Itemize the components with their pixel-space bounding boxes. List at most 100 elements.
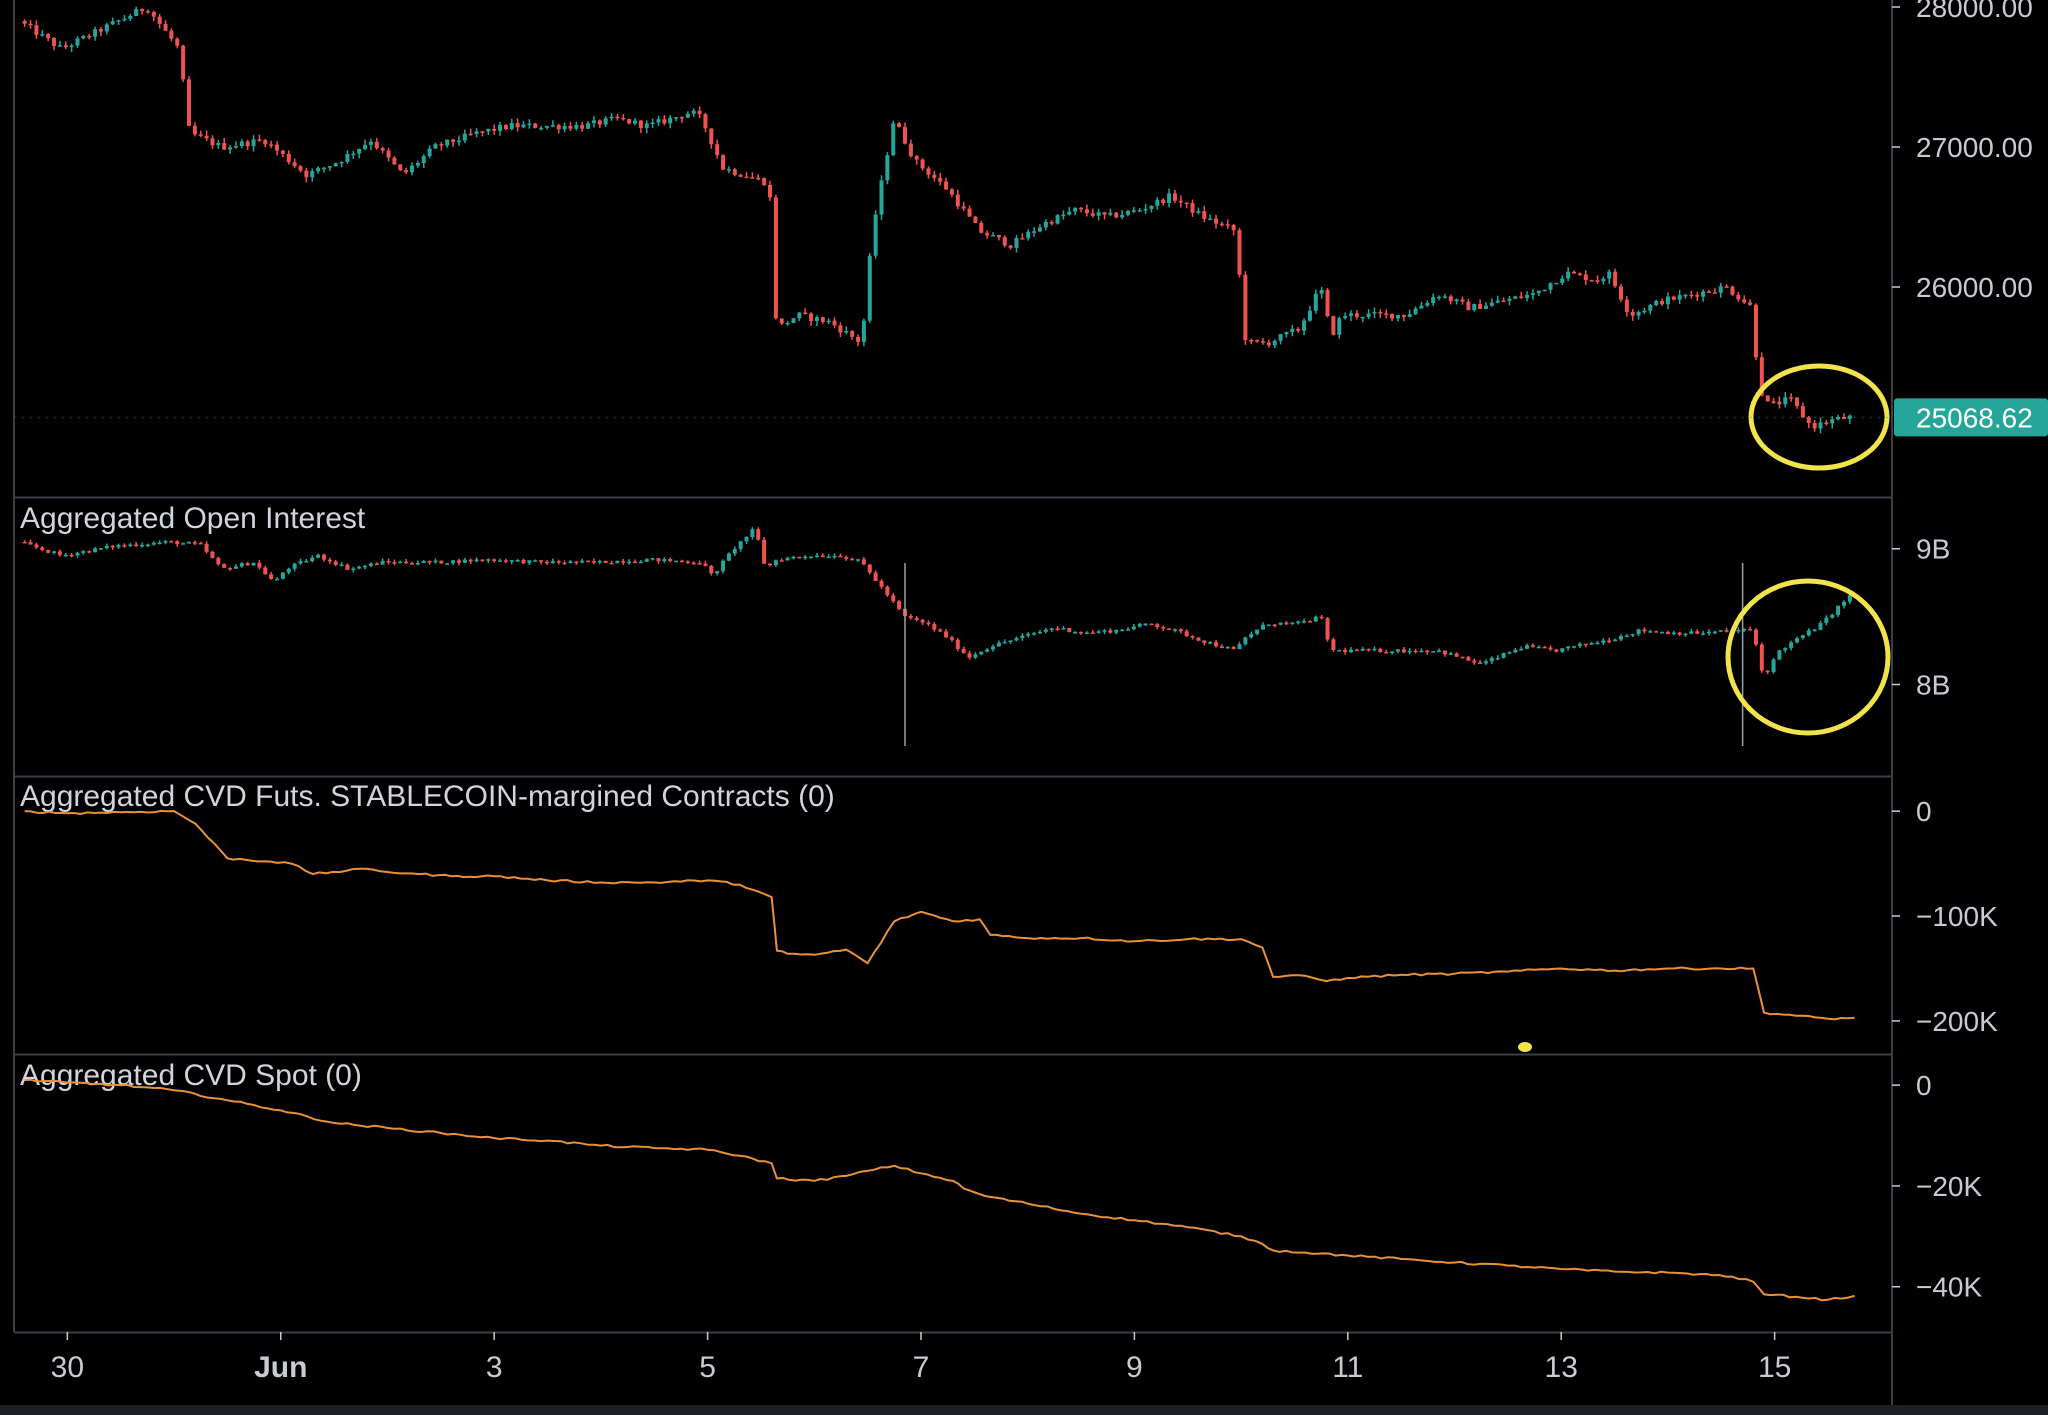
candle-body	[1131, 626, 1136, 630]
candle-body	[392, 562, 397, 564]
candle-body	[644, 559, 649, 562]
candle-body	[662, 119, 667, 124]
candle-body	[1026, 231, 1031, 239]
candle-body	[1789, 397, 1794, 399]
candle-body	[1824, 617, 1829, 623]
candle-body	[973, 216, 978, 223]
candle-body	[1219, 646, 1224, 648]
candle-body	[1648, 305, 1653, 311]
candle-body	[1302, 320, 1307, 331]
candle-body	[1319, 289, 1324, 294]
candle-body	[1460, 656, 1465, 659]
candle-body	[1214, 218, 1219, 224]
candle-body	[591, 561, 596, 563]
candle-body	[1196, 637, 1201, 641]
candle-body	[1836, 605, 1841, 615]
candle-body	[468, 133, 473, 136]
candle-body	[380, 560, 385, 565]
candle-body	[1601, 278, 1606, 282]
candle-body	[1636, 312, 1641, 316]
candle-body	[1572, 271, 1577, 274]
candle-body	[69, 45, 74, 48]
candle-body	[1395, 649, 1400, 652]
candle-body	[34, 25, 39, 35]
candle-body	[157, 16, 162, 24]
candle-body	[1536, 290, 1541, 294]
candle-body	[609, 562, 614, 565]
candle-body	[762, 539, 767, 564]
candle-body	[533, 123, 538, 128]
candle-body	[1014, 238, 1019, 248]
candle-body	[1824, 422, 1829, 425]
open-interest-pane[interactable]: Aggregated Open Interest	[20, 502, 1891, 746]
candle-body	[697, 110, 702, 115]
candle-body	[1437, 296, 1442, 299]
candle-body	[955, 639, 960, 649]
candle-body	[967, 653, 972, 658]
candle-body	[1231, 224, 1236, 231]
candle-body	[1337, 318, 1342, 335]
price-scale[interactable]: 28000.00 27000.00 26000.00 25068.62 9B 8B 0 −10…	[1892, 0, 2048, 1303]
candle-body	[257, 562, 262, 568]
candle-body	[1108, 630, 1113, 633]
candle-body	[1460, 299, 1465, 302]
candle-body	[1390, 313, 1395, 319]
candle-body	[1349, 649, 1354, 652]
candle-body	[474, 559, 479, 562]
candle-body	[721, 155, 726, 170]
candle-body	[1249, 340, 1254, 342]
candle-body	[1243, 637, 1248, 645]
candle-body	[1507, 652, 1512, 654]
candle-body	[1783, 648, 1788, 651]
candle-body	[445, 139, 450, 146]
candle-body	[1765, 670, 1770, 673]
candle-body	[57, 551, 62, 555]
candle-body	[1642, 629, 1647, 632]
candle-body	[1349, 313, 1354, 316]
candle-body	[891, 123, 896, 156]
candle-body	[1390, 651, 1395, 654]
x-tick-label: Jun	[254, 1351, 307, 1384]
candle-body	[820, 317, 825, 322]
candle-body	[891, 595, 896, 602]
x-tick-label: 11	[1332, 1351, 1363, 1384]
candle-body	[486, 559, 491, 561]
candle-body	[1806, 417, 1811, 423]
candle-body	[726, 169, 731, 171]
candle-body	[1161, 627, 1166, 629]
y-tick-label: 28000.00	[1916, 0, 2033, 23]
candle-body	[539, 127, 544, 130]
cvd-spot-pane[interactable]: Aggregated CVD Spot (0)	[20, 1059, 1855, 1302]
cvd-futures-pane[interactable]: Aggregated CVD Futs. STABLECOIN-margined…	[20, 780, 1855, 1052]
candle-body	[1325, 289, 1330, 317]
candle-body	[1566, 646, 1571, 649]
candle-body	[914, 617, 919, 620]
candle-body	[803, 312, 808, 314]
candle-body	[1296, 328, 1301, 331]
candle-body	[1595, 280, 1600, 282]
candle-body	[867, 255, 872, 321]
candle-body	[1037, 631, 1042, 634]
candle-body	[216, 143, 221, 146]
candle-body	[480, 131, 485, 133]
candle-body	[439, 144, 444, 146]
candle-body	[850, 331, 855, 337]
candle-body	[1795, 397, 1800, 407]
price-pane[interactable]	[14, 6, 1892, 471]
candle-body	[1043, 221, 1048, 228]
candle-body	[515, 559, 520, 562]
time-axis[interactable]: 30 Jun 3 5 7 9 11 13 15	[0, 1332, 2048, 1415]
candle-body	[1172, 629, 1177, 631]
candle-body	[1096, 631, 1101, 633]
candle-body	[715, 571, 720, 574]
candle-body	[1043, 629, 1048, 632]
candle-body	[34, 544, 39, 548]
candle-body	[539, 560, 544, 562]
candle-body	[1384, 313, 1389, 315]
candle-body	[1331, 316, 1336, 335]
candle-body	[838, 555, 843, 558]
candle-body	[768, 563, 773, 566]
candle-body	[920, 159, 925, 169]
candle-body	[1689, 294, 1694, 297]
candle-body	[251, 139, 256, 147]
